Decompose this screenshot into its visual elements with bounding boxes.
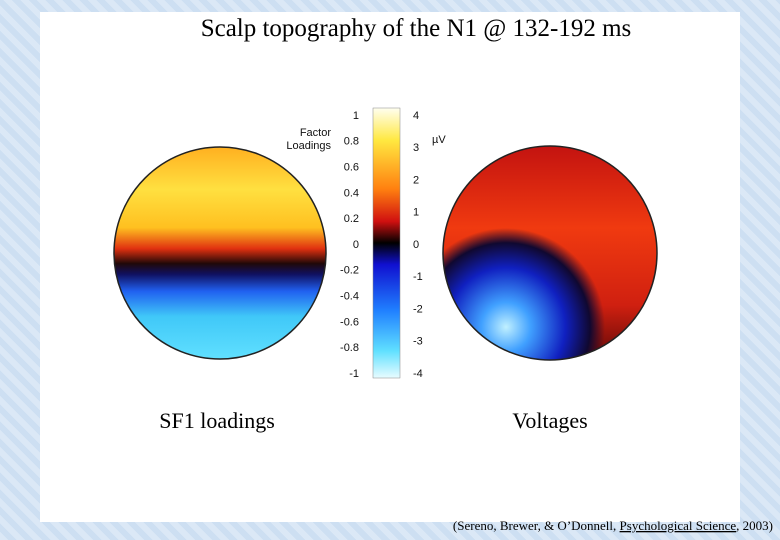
colorbar-tick-label: -0.6 <box>340 316 359 328</box>
colorbar-tick-label: 0.8 <box>344 136 359 148</box>
colorbar-unit: µV <box>432 134 446 146</box>
colorbar-tick-label: 2 <box>413 174 419 186</box>
citation-text: , 2003) <box>736 518 773 533</box>
colorbar-tick-label: -3 <box>413 336 423 348</box>
colorbar-tick-label: -2 <box>413 303 423 315</box>
colorbar-label: Loadings <box>286 140 331 152</box>
colorbar <box>372 107 401 379</box>
topomap-outline <box>442 145 658 361</box>
title: Scalp topography of the N1 @ 132-192 ms <box>201 15 632 42</box>
colorbar-label: Factor <box>300 127 332 139</box>
colorbar-tick-label: 0.6 <box>344 162 359 174</box>
caption: Voltages <box>512 408 587 433</box>
colorbar-tick-label: -0.8 <box>340 342 359 354</box>
citation-journal: Psychological Science <box>620 518 737 533</box>
colorbar-tick-label: 0 <box>353 239 359 251</box>
topomap-loadings <box>113 146 327 360</box>
colorbar-tick-label: -4 <box>413 368 423 380</box>
colorbar-tick-label: 0.4 <box>344 187 359 199</box>
colorbar-tick-label: 1 <box>413 207 419 219</box>
citation-text: (Sereno, Brewer, & O’Donnell, <box>453 518 620 533</box>
colorbar-tick-label: -1 <box>349 368 359 380</box>
colorbar-tick-label: 0.2 <box>344 213 359 225</box>
topomap-voltages <box>443 146 657 360</box>
citation: (Sereno, Brewer, & O’Donnell, Psychologi… <box>453 518 773 533</box>
colorbar-tick-label: 4 <box>413 110 419 122</box>
colorbar-tick-label: -1 <box>413 271 423 283</box>
colorbar-tick-label: 3 <box>413 142 419 154</box>
colorbar-tick-label: 0 <box>413 239 419 251</box>
colorbar-tick-label: -0.2 <box>340 265 359 277</box>
caption: SF1 loadings <box>159 408 275 433</box>
colorbar-tick-label: 1 <box>353 110 359 122</box>
colorbar-tick-label: -0.4 <box>340 291 359 303</box>
